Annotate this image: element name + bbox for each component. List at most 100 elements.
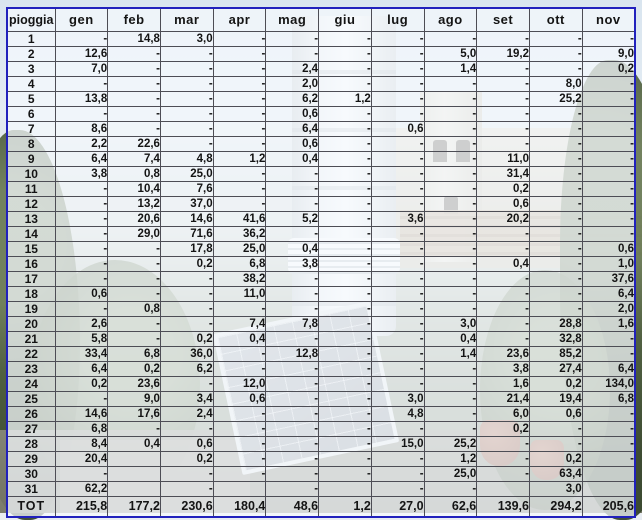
cell-7-gen: 8,6 [54, 120, 109, 137]
cell-16-gen: - [54, 255, 109, 272]
cell-22-apr: - [212, 345, 267, 362]
cell-24-feb: 23,6 [107, 375, 161, 392]
cell-13-lug: 3,6 [370, 210, 425, 227]
cell-29-feb [107, 450, 161, 467]
day-label: 4 [6, 75, 56, 92]
cell-29-mar: 0,2 [159, 450, 214, 467]
cell-21-nov: - [581, 330, 636, 347]
cell-5-lug: - [370, 90, 425, 107]
month-header-mar: mar [159, 7, 214, 32]
cell-11-apr: - [212, 180, 267, 197]
cell-15-ott: - [528, 240, 583, 257]
total-label: TOT [6, 495, 56, 518]
cell-tot-set: 139,6 [476, 495, 530, 518]
cell-15-nov: 0,6 [581, 240, 636, 257]
table-row-day-28: 28 8,4 0,4 0,6- - -15,0 25,2- - - [6, 435, 636, 452]
cell-23-giu: - [318, 360, 372, 377]
cell-31-apr [212, 480, 267, 497]
cell-19-giu: - [318, 300, 372, 317]
cell-3-apr: - [212, 60, 267, 77]
cell-29-ott: 0,2 [528, 450, 583, 467]
cell-22-giu: - [318, 345, 372, 362]
cell-20-apr: 7,4 [212, 315, 267, 332]
cell-3-lug: - [370, 60, 425, 77]
cell-9-lug: - [370, 150, 425, 167]
cell-14-gen: - [54, 225, 109, 242]
cell-8-gen: 2,2 [54, 135, 109, 152]
cell-20-nov: 1,6 [581, 315, 636, 332]
table-row-day-4: 4- - - -2,0- - - -8,0- [6, 75, 636, 92]
cell-26-ott: 0,6 [528, 405, 583, 422]
cell-12-apr: - [212, 195, 267, 212]
cell-31-giu [318, 480, 372, 497]
cell-11-mar: 7,6 [159, 180, 214, 197]
day-label: 26 [6, 405, 56, 422]
table-row-day-5: 5 13,8- - -6,2 1,2- - -25,2- [6, 90, 636, 107]
cell-1-ott: - [528, 30, 583, 47]
cell-1-giu: - [318, 30, 372, 47]
day-label: 23 [6, 360, 56, 377]
cell-21-apr: 0,4 [212, 330, 267, 347]
day-label: 11 [6, 180, 56, 197]
cell-3-mar: - [159, 60, 214, 77]
cell-19-ago: - [423, 300, 478, 317]
cell-2-ago: 5,0 [423, 45, 478, 62]
cell-11-mag: - [265, 180, 320, 197]
cell-10-apr: - [212, 165, 267, 182]
cell-25-mag: - [265, 390, 320, 407]
cell-27-giu: - [318, 420, 372, 437]
cell-1-mag: - [265, 30, 320, 47]
cell-18-gen: 0,6 [54, 285, 109, 302]
cell-tot-ott: 294,2 [528, 495, 583, 518]
cell-23-ago: - [423, 360, 478, 377]
cell-9-ago: - [423, 150, 478, 167]
month-header-nov: nov [581, 7, 636, 32]
cell-8-set: - [476, 135, 530, 152]
cell-3-nov: 0,2 [581, 60, 636, 77]
table-row-day-3: 3 7,0- - -2,4- -1,4- -0,2 [6, 60, 636, 77]
day-label: 7 [6, 120, 56, 137]
cell-2-gen: 12,6 [54, 45, 109, 62]
cell-12-feb: 13,2 [107, 195, 161, 212]
cell-24-gen: 0,2 [54, 375, 109, 392]
cell-7-mar: - [159, 120, 214, 137]
cell-3-mag: 2,4 [265, 60, 320, 77]
cell-20-gen: 2,6 [54, 315, 109, 332]
cell-31-feb [107, 480, 161, 497]
cell-29-lug: - [370, 450, 425, 467]
cell-7-lug: 0,6 [370, 120, 425, 137]
table-row-day-8: 8 2,2 22,6- -0,6- - - - - - [6, 135, 636, 152]
cell-9-apr: 1,2 [212, 150, 267, 167]
cell-13-ott: - [528, 210, 583, 227]
cell-5-set: - [476, 90, 530, 107]
cell-28-nov: - [581, 435, 636, 452]
cell-7-ott: - [528, 120, 583, 137]
cell-11-ago: - [423, 180, 478, 197]
cell-10-set: 31,4 [476, 165, 530, 182]
cell-7-set: - [476, 120, 530, 137]
cell-19-gen: - [54, 300, 109, 317]
day-label: 27 [6, 420, 56, 437]
cell-27-mar: - [159, 420, 214, 437]
cell-12-gen: - [54, 195, 109, 212]
cell-22-nov: - [581, 345, 636, 362]
day-label: 22 [6, 345, 56, 362]
cell-tot-mag: 48,6 [265, 495, 320, 518]
total-row: TOT 215,8 177,2 230,6 180,4 48,6 1,2 27,0 62,6 13… [6, 495, 636, 518]
cell-22-ago: 1,4 [423, 345, 478, 362]
cell-17-ott: - [528, 270, 583, 287]
cell-tot-ago: 62,6 [423, 495, 478, 518]
cell-8-giu: - [318, 135, 372, 152]
cell-10-feb: 0,8 [107, 165, 161, 182]
cell-11-lug: - [370, 180, 425, 197]
cell-26-lug: 4,8 [370, 405, 425, 422]
table-row-day-10: 10 3,8 0,8 25,0- - - - -31,4- - [6, 165, 636, 182]
cell-24-nov: 134,0 [581, 375, 636, 392]
day-label: 31 [6, 480, 56, 497]
cell-24-mar: - [159, 375, 214, 392]
cell-13-mar: 14,6 [159, 210, 214, 227]
cell-15-lug: - [370, 240, 425, 257]
cell-24-ott: 0,2 [528, 375, 583, 392]
cell-21-feb: - [107, 330, 161, 347]
day-label: 5 [6, 90, 56, 107]
